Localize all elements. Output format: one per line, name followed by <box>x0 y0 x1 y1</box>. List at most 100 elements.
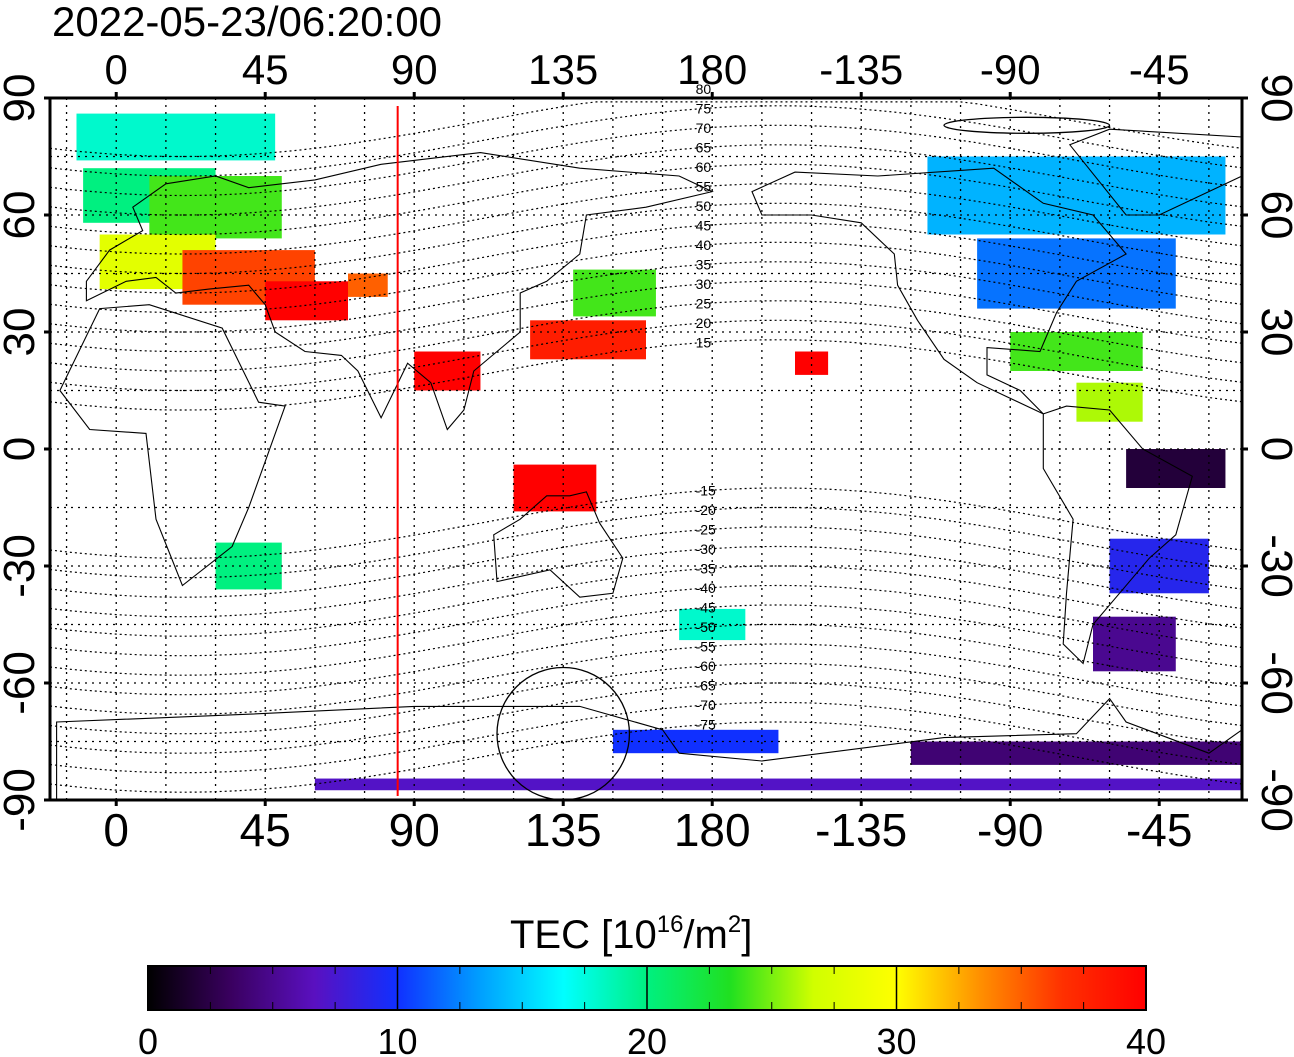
contour-label: 35 <box>696 256 712 272</box>
lat-label-right: 90 <box>1252 74 1294 123</box>
lon-label-bottom: -135 <box>815 804 907 856</box>
magnetic-latitude-contours <box>49 101 1243 801</box>
tec-patch <box>530 320 646 360</box>
lat-label-right: 30 <box>1252 308 1294 357</box>
contour-label: 20 <box>696 315 712 331</box>
coastline <box>751 167 1127 415</box>
contour-line <box>49 300 1243 372</box>
colorbar-title-sup2: 2 <box>728 911 741 938</box>
contour-label: 50 <box>696 198 712 214</box>
contour-line <box>49 526 1243 598</box>
contour-label: 60 <box>696 159 712 175</box>
colorbar-tick-label: 20 <box>627 1021 667 1057</box>
contour-label: 45 <box>696 217 712 233</box>
longitude-labels-bottom: 0 45 90 135 180 -135 -90 -45 <box>103 804 1192 856</box>
coastline <box>59 304 286 587</box>
colorbar: TEC [1016/m2] 0 10 20 30 40 <box>138 911 1166 1057</box>
contour-line <box>49 604 1243 676</box>
contour-line <box>49 183 1243 255</box>
coastline <box>493 491 624 598</box>
lon-label-top: -45 <box>1129 46 1190 93</box>
contour-label: 80 <box>696 81 712 97</box>
coastline <box>85 152 714 431</box>
contour-line <box>49 241 1243 314</box>
contour-label: -55 <box>696 639 716 655</box>
lat-label-right: 0 <box>1252 437 1294 461</box>
lon-label-top: 90 <box>391 46 438 93</box>
contour-label: 55 <box>696 178 712 194</box>
colorbar-title-mid: /m <box>683 913 727 957</box>
contour-line <box>49 701 1243 774</box>
colorbar-title: TEC [1016/m2] <box>510 911 752 957</box>
contour-label: -20 <box>696 502 716 518</box>
tec-patch <box>1126 449 1226 488</box>
contour-label: 15 <box>696 334 712 350</box>
contour-line <box>49 721 1243 793</box>
colorbar-tick-label: 10 <box>377 1021 417 1057</box>
lat-label-left: 60 <box>0 191 44 240</box>
lat-label-right: -90 <box>1252 768 1294 832</box>
colorbar-title-end: ] <box>741 913 752 957</box>
tec-patch <box>348 273 388 297</box>
contour-label: 65 <box>696 139 712 155</box>
lat-lon-grid <box>50 98 1242 800</box>
colorbar-title-sup1: 16 <box>657 911 684 938</box>
colorbar-tick-label: 0 <box>138 1021 158 1057</box>
lat-label-left: 0 <box>0 437 44 461</box>
lat-label-left: -60 <box>0 651 44 715</box>
contour-label: -65 <box>696 678 716 694</box>
pole-contour <box>943 116 1111 134</box>
latitude-labels-left: 90 60 30 0 -30 -60 -90 <box>0 74 44 832</box>
contour-label: -75 <box>696 717 716 733</box>
contour-label: 70 <box>696 120 712 136</box>
axis-ticks <box>44 92 1248 806</box>
contour-label: -40 <box>696 580 716 596</box>
contour-line <box>49 261 1243 333</box>
tec-patch <box>314 778 1242 791</box>
tec-patch <box>795 351 829 375</box>
contour-line <box>49 124 1243 197</box>
lon-label-bottom: 180 <box>674 804 751 856</box>
contour-line <box>49 280 1243 353</box>
contour-line <box>49 339 1243 411</box>
contour-label: 40 <box>696 237 712 253</box>
tec-patch <box>149 176 282 239</box>
lon-label-top: 180 <box>677 46 747 93</box>
timestamp-title: 2022-05-23/06:20:00 <box>52 0 442 45</box>
lat-label-left: -30 <box>0 534 44 598</box>
contour-line <box>49 163 1243 236</box>
contour-line <box>49 101 1243 158</box>
lat-label-right: -60 <box>1252 651 1294 715</box>
contour-line <box>49 144 1243 216</box>
contour-label: -30 <box>696 541 716 557</box>
tec-patch <box>513 464 597 512</box>
lat-label-right: -30 <box>1252 534 1294 598</box>
lat-label-left: 90 <box>0 74 44 123</box>
contour-label: -60 <box>696 658 716 674</box>
lat-label-right: 60 <box>1252 191 1294 240</box>
colorbar-title-main: TEC [10 <box>510 913 657 957</box>
contour-line <box>49 682 1243 754</box>
tec-patch <box>573 269 656 317</box>
contour-label: -25 <box>696 522 716 538</box>
contour-line <box>49 565 1243 637</box>
tec-patch <box>1076 382 1143 422</box>
lat-label-left: -90 <box>0 768 44 832</box>
contour-labels: 80 75 70 65 60 55 50 45 40 35 30 25 20 15 -15 -20 -25 -30… <box>696 81 716 733</box>
coastline <box>1042 405 1193 665</box>
lon-label-top: 45 <box>242 46 289 93</box>
contour-line <box>49 222 1243 294</box>
contour-label: -15 <box>696 483 716 499</box>
longitude-labels-top: 0 45 90 135 180 -135 -90 -45 <box>105 46 1190 93</box>
lon-label-bottom: -90 <box>977 804 1043 856</box>
colorbar-tick-label: 30 <box>876 1021 916 1057</box>
lon-label-top: -135 <box>819 46 903 93</box>
lon-label-top: -90 <box>980 46 1041 93</box>
contour-label: 30 <box>696 276 712 292</box>
lon-label-bottom: 135 <box>525 804 602 856</box>
colorbar-ticks: 0 10 20 30 40 <box>138 966 1166 1057</box>
latitude-labels-right: 90 60 30 0 -30 -60 -90 <box>1252 74 1294 832</box>
lat-label-left: 30 <box>0 308 44 357</box>
contour-label: 25 <box>696 295 712 311</box>
